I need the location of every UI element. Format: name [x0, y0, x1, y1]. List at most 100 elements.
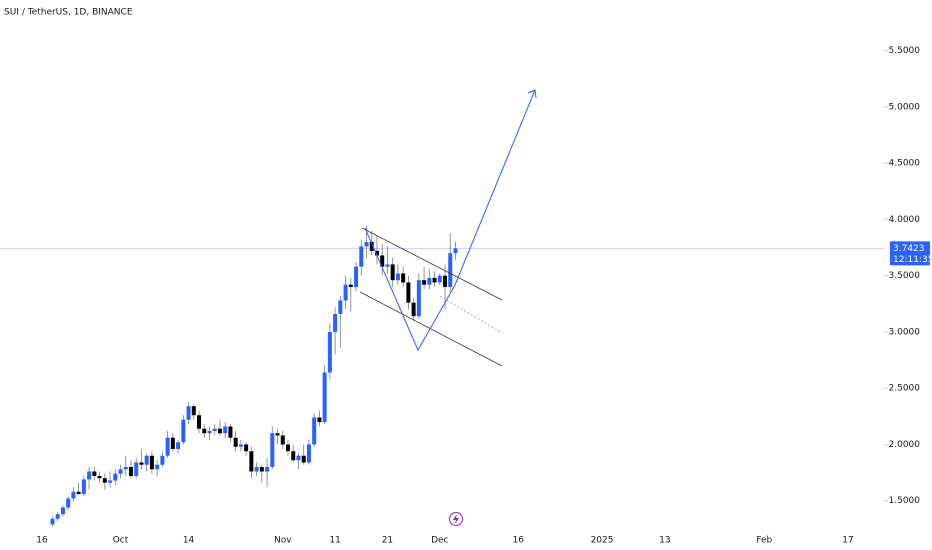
candle-body	[343, 284, 348, 301]
candle-body	[123, 466, 128, 470]
candle-body	[66, 498, 71, 508]
candle-body	[348, 284, 353, 287]
plot	[0, 226, 884, 527]
candle-body	[254, 466, 259, 472]
chart-title: SUI / TetherUS, 1D, BINANCE	[4, 8, 133, 18]
x-tick-label: 2025	[591, 536, 614, 546]
candle-body	[354, 266, 359, 287]
channel-lower	[359, 291, 503, 367]
candle-body	[233, 437, 238, 447]
axes: 1.5000 2.0000 2.5000 3.0000 3.5000 4.0000 4.50…	[36, 46, 932, 545]
candle-body	[380, 255, 385, 267]
projection-path	[364, 89, 536, 352]
candle-body	[92, 471, 97, 476]
x-tick-label: 16	[513, 536, 525, 546]
candle-body	[212, 428, 217, 431]
candle-body	[322, 372, 327, 422]
candle-body	[191, 406, 196, 416]
y-tick-label: 5.5000	[889, 46, 921, 56]
candle-body	[81, 479, 86, 494]
candle-body	[60, 507, 65, 515]
candle-body	[139, 462, 144, 465]
candle-body	[296, 455, 301, 461]
channel-mid	[439, 295, 503, 334]
candle-body	[71, 491, 76, 499]
candle-body	[338, 300, 343, 314]
candle-body	[270, 433, 275, 467]
x-tick-label: 13	[659, 536, 670, 546]
candle-body	[149, 455, 154, 470]
event-icon[interactable]	[449, 512, 463, 526]
candle-body	[285, 444, 290, 452]
candle-body	[291, 451, 296, 461]
candle-body	[228, 426, 233, 438]
candle-body	[306, 444, 311, 463]
candle-body	[108, 480, 113, 483]
candle-body	[333, 313, 338, 332]
candle-body	[165, 437, 170, 456]
candle-body	[432, 277, 437, 283]
price-label-box	[890, 241, 930, 266]
candle-body	[144, 455, 149, 465]
candle-body	[181, 419, 186, 443]
candle-body	[87, 471, 92, 480]
y-tick-label: 4.0000	[889, 215, 921, 225]
candle-body	[385, 264, 390, 267]
x-tick-label: Nov	[274, 536, 292, 546]
candle-body	[207, 430, 212, 434]
candle-body	[359, 246, 364, 267]
candle-body	[50, 518, 55, 525]
candle-body	[427, 277, 432, 285]
x-tick-label: 11	[329, 536, 340, 546]
candle-body	[113, 473, 118, 481]
candle-body	[134, 462, 139, 476]
candle-body	[275, 433, 280, 436]
channel-upper	[361, 227, 503, 301]
x-tick-label: 17	[842, 536, 853, 546]
event-bolt	[453, 514, 459, 524]
price-label: 3.7423	[893, 244, 925, 254]
y-tick-label: 5.0000	[889, 102, 921, 112]
candle-body	[97, 475, 102, 479]
candle-body	[176, 442, 181, 449]
candle-body	[448, 253, 453, 287]
candle-body	[118, 469, 123, 474]
candle-body	[411, 302, 416, 317]
candle-body	[265, 466, 270, 472]
candle-body	[443, 275, 448, 287]
y-tick-label: 2.0000	[889, 440, 921, 450]
candle-body	[301, 455, 306, 463]
y-tick-label: 2.5000	[889, 384, 921, 394]
x-tick-label: Feb	[756, 536, 772, 546]
drawings	[359, 89, 537, 367]
x-tick-label: Oct	[113, 536, 129, 546]
candle-body	[160, 455, 165, 465]
candle-body	[128, 466, 133, 476]
candle-body	[364, 241, 369, 247]
y-tick-label: 3.5000	[889, 271, 921, 281]
y-tick-label: 3.0000	[889, 327, 921, 337]
y-tick-label: 4.5000	[889, 159, 921, 169]
y-tick-label: 1.5000	[889, 496, 921, 506]
candle-body	[317, 417, 322, 422]
x-tick-label: 16	[36, 536, 48, 546]
countdown-label: 12:11:35	[893, 255, 932, 265]
candle-body	[369, 241, 374, 251]
candle-body	[374, 250, 379, 256]
candle-body	[217, 428, 222, 434]
candle-body	[312, 417, 317, 445]
candle-body	[453, 248, 458, 254]
candle-body	[155, 464, 160, 470]
candle-body	[238, 444, 243, 447]
candle-body	[249, 451, 254, 472]
candle-body	[223, 426, 228, 434]
candle-body	[422, 280, 427, 285]
candle-body	[76, 491, 81, 494]
candle-body	[202, 428, 207, 434]
candle-body	[197, 415, 202, 429]
x-tick-label: 14	[183, 536, 195, 546]
candle-body	[390, 264, 395, 281]
candle-body	[170, 437, 175, 449]
